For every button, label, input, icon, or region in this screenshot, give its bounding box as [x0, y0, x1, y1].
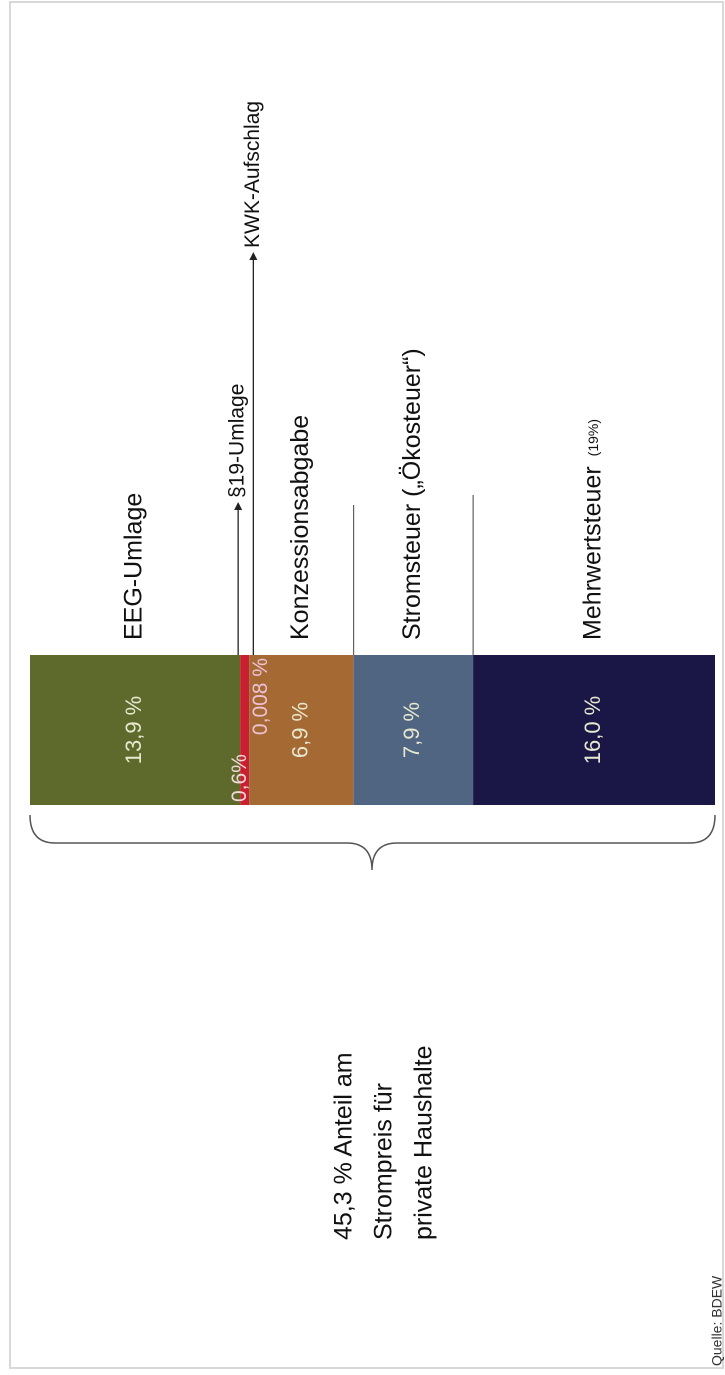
category-label: Konzessionsabgabe [286, 415, 314, 640]
category-label: KWK-Aufschlag [241, 101, 264, 248]
source: Quelle: BDEW [709, 1275, 725, 1366]
value-label: 13,9 % [121, 696, 146, 765]
rotated-chart: 13,9 % 0,6% 0,008 % 6,9 % 7,9 % 16,0 % EEG-Uml… [30, 101, 725, 1366]
total-label: private Haushalte [410, 1045, 438, 1240]
tax-note: (19%) [585, 419, 601, 456]
total-label: Strompreis für [370, 1083, 398, 1240]
arrow-head [234, 502, 242, 510]
brace [30, 815, 715, 870]
value-label: 7,9 % [399, 702, 424, 758]
category-label: Mehrwertsteuer(19%) [579, 419, 607, 640]
category-label: EEG-Umlage [120, 493, 148, 640]
value-label: 6,9 % [287, 702, 312, 758]
arrow-head [249, 252, 257, 260]
category-label: §19-Umlage [226, 384, 249, 498]
value-label: 16,0 % [580, 696, 605, 765]
value-label: 0,008 % [249, 658, 272, 735]
total-label: 45,3 % Anteil am [330, 1052, 358, 1240]
value-label: 0,6% [228, 754, 251, 802]
category-label: Stromsteuer („Ökosteuer“) [398, 348, 426, 640]
